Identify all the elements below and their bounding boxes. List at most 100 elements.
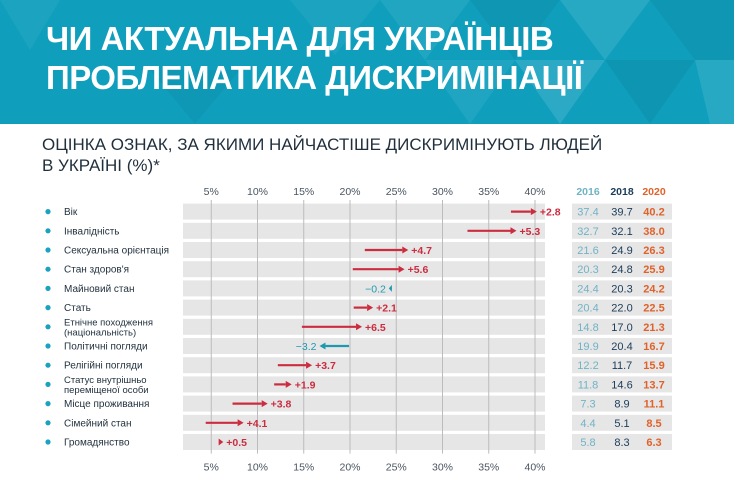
triangle-pattern [0,0,734,124]
row-bullet [45,305,51,311]
year-value-2020: 15.9 [643,360,664,372]
row-label: Релігійні погляди [64,361,143,372]
row-band [183,395,545,412]
year-value-2016: 37.4 [577,207,598,219]
year-value-2018: 24.9 [611,245,632,257]
row-label: Стать [64,303,91,314]
change-label: +5.3 [520,226,541,238]
year-header: 2020 [642,186,666,198]
change-arrowhead [388,284,392,292]
change-arrowhead [237,419,244,427]
year-value-2020: 22.5 [643,303,664,315]
tick-label-top: 40% [524,186,545,198]
header-banner: ЧИ АКТУАЛЬНА ДЛЯ УКРАЇНЦІВ ПРОБЛЕМАТИКА … [0,0,734,124]
tick-label-bottom: 35% [478,462,499,474]
row-bullet [45,247,51,253]
tick-label-bottom: 25% [386,462,407,474]
year-header: 2016 [576,186,600,198]
row-band [183,242,545,258]
year-value-2018: 8.3 [614,437,629,449]
row-label: Майновий стан [64,284,135,295]
year-value-2016: 4.4 [580,418,595,430]
row-label: Політичні погляди [64,342,148,353]
row-label: Статус внутрішньо [64,375,147,386]
row-bullet [45,228,51,234]
change-arrowhead [306,361,313,369]
change-arrowhead [402,246,409,254]
tick-label-top: 5% [204,186,219,198]
year-value-2020: 13.7 [643,379,664,391]
change-label: −3.2 [296,341,317,353]
year-value-2016: 24.4 [577,283,598,295]
change-arrowhead [319,342,326,350]
row-bullet [45,285,51,291]
value-band [572,376,672,393]
year-value-2016: 21.6 [577,245,598,257]
value-band [572,414,672,431]
row-bullet [45,381,51,387]
row-band [183,280,545,297]
change-label: +3.8 [271,399,292,411]
value-band [572,203,672,220]
tick-label-top: 20% [339,186,360,198]
year-value-2018: 22.0 [611,303,632,315]
year-value-2020: 26.3 [643,245,664,257]
row-band [183,376,545,393]
year-value-2016: 19.9 [577,341,598,353]
row-bullet [45,209,51,215]
change-label: +4.1 [247,418,268,430]
page-title-line1: ЧИ АКТУАЛЬНА ДЛЯ УКРАЇНЦІВ [46,20,554,57]
row-band [183,414,545,431]
value-band [572,395,672,412]
tick-label-top: 10% [247,186,268,198]
change-arrowhead [398,265,405,273]
year-value-2018: 14.6 [611,379,632,391]
chart-subtitle-line1: ОЦІНКА ОЗНАК, ЗА ЯКИМИ НАЙЧАСТІШЕ ДИСКРИ… [42,135,603,154]
row-label: переміщеної особи [64,385,149,396]
year-value-2018: 5.1 [614,418,629,430]
change-label: +3.7 [315,360,336,372]
row-band [183,318,545,335]
change-label: +0.5 [226,437,247,449]
value-band [572,434,672,450]
year-value-2020: 25.9 [643,264,664,276]
row-bullet [45,266,51,272]
value-band [572,299,672,316]
year-value-2016: 32.7 [577,226,598,238]
change-label: +6.5 [365,322,386,334]
tick-label-top: 15% [293,186,314,198]
year-header: 2018 [610,186,634,198]
year-value-2020: 24.2 [643,283,664,295]
change-label: +2.1 [376,303,397,315]
year-value-2018: 20.4 [611,341,632,353]
change-label: +4.7 [411,245,432,257]
row-label: Громадянство [64,438,130,449]
change-arrowhead [530,208,537,216]
change-arrowhead [510,227,517,235]
row-band [183,357,545,374]
year-value-2018: 39.7 [611,207,632,219]
discrimination-chart: 5% 5% 10% 10% 15% 15% 20% 20% 25% 25% 30% 30% 35% 35%… [45,186,672,474]
change-arrowhead [285,380,292,388]
change-arrowhead [356,323,363,331]
value-band [572,280,672,297]
year-value-2018: 32.1 [611,226,632,238]
tick-label-bottom: 15% [293,462,314,474]
year-value-2020: 21.3 [643,322,664,334]
chart-subtitle-line2: В УКРАЇНІ (%)* [42,156,160,175]
row-bullet [45,420,51,426]
year-value-2020: 6.3 [646,437,661,449]
tick-label-bottom: 5% [204,462,219,474]
tick-label-top: 25% [386,186,407,198]
row-band [183,338,545,354]
value-band [572,222,672,239]
value-band [572,338,672,354]
year-value-2018: 24.8 [611,264,632,276]
change-label: −0.2 [365,283,386,295]
value-band [572,318,672,335]
tick-label-bottom: 40% [524,462,545,474]
row-label: Інвалідність [64,226,120,237]
year-value-2020: 38.0 [643,226,664,238]
tick-label-top: 30% [432,186,453,198]
row-label: Вік [64,207,78,218]
